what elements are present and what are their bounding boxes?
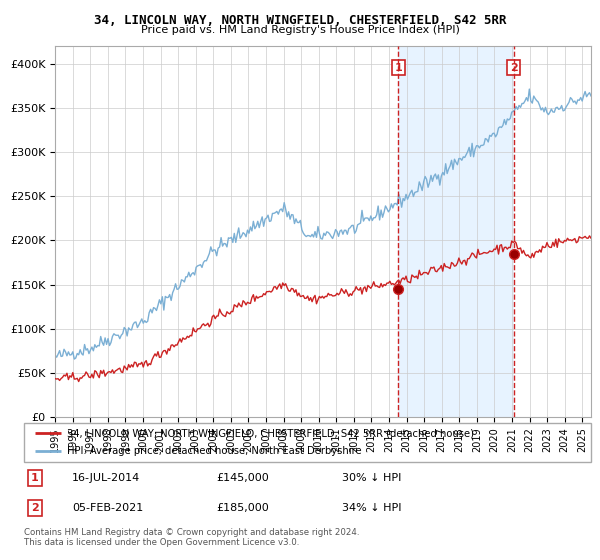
Text: 34% ↓ HPI: 34% ↓ HPI: [341, 503, 401, 513]
Text: HPI: Average price, detached house, North East Derbyshire: HPI: Average price, detached house, Nort…: [67, 446, 361, 456]
Text: 34, LINCOLN WAY, NORTH WINGFIELD, CHESTERFIELD, S42 5RR: 34, LINCOLN WAY, NORTH WINGFIELD, CHESTE…: [94, 14, 506, 27]
Text: Contains HM Land Registry data © Crown copyright and database right 2024.: Contains HM Land Registry data © Crown c…: [24, 528, 359, 536]
Text: 05-FEB-2021: 05-FEB-2021: [72, 503, 143, 513]
Text: 2: 2: [31, 503, 38, 513]
Bar: [398, 46, 514, 417]
Text: 1: 1: [31, 473, 38, 483]
Text: 2: 2: [509, 63, 517, 73]
Text: £145,000: £145,000: [217, 473, 269, 483]
Text: 34, LINCOLN WAY, NORTH WINGFIELD, CHESTERFIELD, S42 5RR (detached house): 34, LINCOLN WAY, NORTH WINGFIELD, CHESTE…: [67, 428, 473, 438]
Text: 30% ↓ HPI: 30% ↓ HPI: [341, 473, 401, 483]
Text: 16-JUL-2014: 16-JUL-2014: [72, 473, 140, 483]
Text: Price paid vs. HM Land Registry's House Price Index (HPI): Price paid vs. HM Land Registry's House …: [140, 25, 460, 35]
Text: 1: 1: [395, 63, 403, 73]
Text: £185,000: £185,000: [217, 503, 269, 513]
Text: This data is licensed under the Open Government Licence v3.0.: This data is licensed under the Open Gov…: [24, 538, 299, 547]
